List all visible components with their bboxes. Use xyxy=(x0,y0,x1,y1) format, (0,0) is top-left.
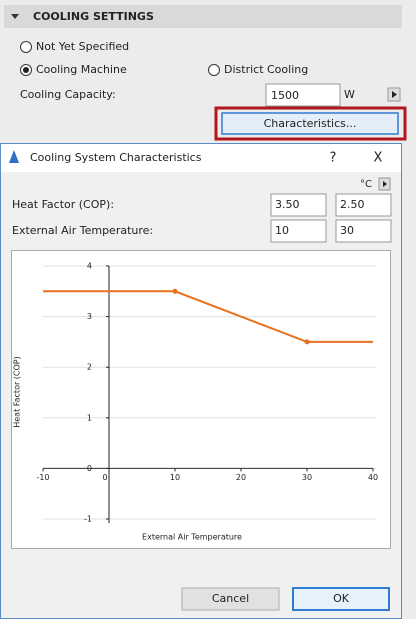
temp-unit: °C xyxy=(360,179,372,190)
capacity-input[interactable] xyxy=(265,83,341,107)
app-icon xyxy=(9,150,19,163)
section-header[interactable] xyxy=(4,5,402,28)
y-tick-label: 3 xyxy=(87,312,92,321)
radio[interactable] xyxy=(208,64,220,76)
capacity-label: Cooling Capacity: xyxy=(20,88,116,101)
dialog-title: Cooling System Characteristics xyxy=(30,151,202,164)
data-point xyxy=(304,339,310,345)
capacity-value: 1500 xyxy=(271,89,299,102)
input-field[interactable] xyxy=(335,193,392,217)
y-tick-label: 2 xyxy=(87,363,92,372)
y-axis-label: Heat Factor (COP) xyxy=(13,356,22,428)
x-tick-label: 40 xyxy=(368,473,378,482)
x-tick-label: 20 xyxy=(236,473,246,482)
x-axis-label: External Air Temperature xyxy=(142,533,242,542)
capacity-unit: W xyxy=(344,88,355,101)
data-point xyxy=(172,288,178,294)
input-field[interactable] xyxy=(270,193,327,217)
input-field[interactable] xyxy=(335,219,392,243)
x-tick-label: -10 xyxy=(36,473,49,482)
chart-box xyxy=(11,250,391,549)
radio-label: District Cooling xyxy=(224,63,308,76)
ok-label: OK xyxy=(333,592,350,605)
unit-arrow xyxy=(392,91,397,98)
y-tick-label: -1 xyxy=(84,515,92,524)
cancel-button[interactable] xyxy=(181,587,280,611)
characteristics-button[interactable] xyxy=(221,112,399,135)
data-line xyxy=(43,290,373,343)
collapse-arrow[interactable] xyxy=(11,14,19,19)
radio-label: Not Yet Specified xyxy=(36,40,129,53)
close-button[interactable]: X xyxy=(374,151,383,166)
x-tick-label: 30 xyxy=(302,473,312,482)
highlight xyxy=(214,106,407,141)
x-tick-label: 10 xyxy=(170,473,180,482)
y-tick-label: 4 xyxy=(87,262,92,271)
help-button[interactable]: ? xyxy=(330,151,337,166)
cancel-label: Cancel xyxy=(212,592,249,605)
ok-button[interactable] xyxy=(292,587,390,611)
input-value: 3.50 xyxy=(275,198,300,211)
input-field[interactable] xyxy=(270,219,327,243)
radio-label: Cooling Machine xyxy=(36,63,127,76)
radio-dot xyxy=(23,67,29,73)
dialog-titlebar xyxy=(1,144,401,172)
radio[interactable] xyxy=(20,41,32,53)
x-tick-label: 0 xyxy=(102,473,107,482)
row-label: External Air Temperature: xyxy=(12,224,153,237)
row-label: Heat Factor (COP): xyxy=(12,198,114,211)
button-label: Characteristics... xyxy=(264,117,357,130)
input-value: 2.50 xyxy=(340,198,365,211)
input-value: 30 xyxy=(340,224,354,237)
input-value: 10 xyxy=(275,224,289,237)
section-title: COOLING SETTINGS xyxy=(33,10,154,23)
temp-unit-arrow xyxy=(383,181,387,187)
y-tick-label: 1 xyxy=(87,413,92,422)
